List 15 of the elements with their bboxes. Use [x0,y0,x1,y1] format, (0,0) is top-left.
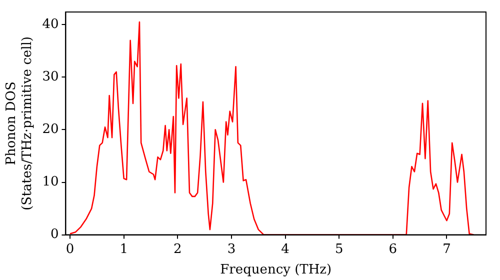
x-tick-label: 3 [227,242,236,257]
y-tick-label: 20 [42,122,59,138]
x-tick-label: 6 [388,242,398,257]
x-tick-label: 7 [442,242,451,257]
y-tick-label: 30 [42,70,59,85]
x-tick-label: 1 [120,242,128,257]
x-axis-title: Frequency (THz) [220,262,332,278]
x-tick-label: 4 [281,242,290,257]
y-tick-label: 0 [50,227,59,242]
x-tick-label: 0 [66,242,74,257]
y-axis-title: Phonon DOS (States/THz·primitive cell) [4,36,35,210]
x-tick-label: 5 [334,242,344,257]
y-tick-label: 40 [42,16,59,32]
y-tick-label: 10 [42,174,59,190]
x-tick-label: 2 [174,242,182,257]
